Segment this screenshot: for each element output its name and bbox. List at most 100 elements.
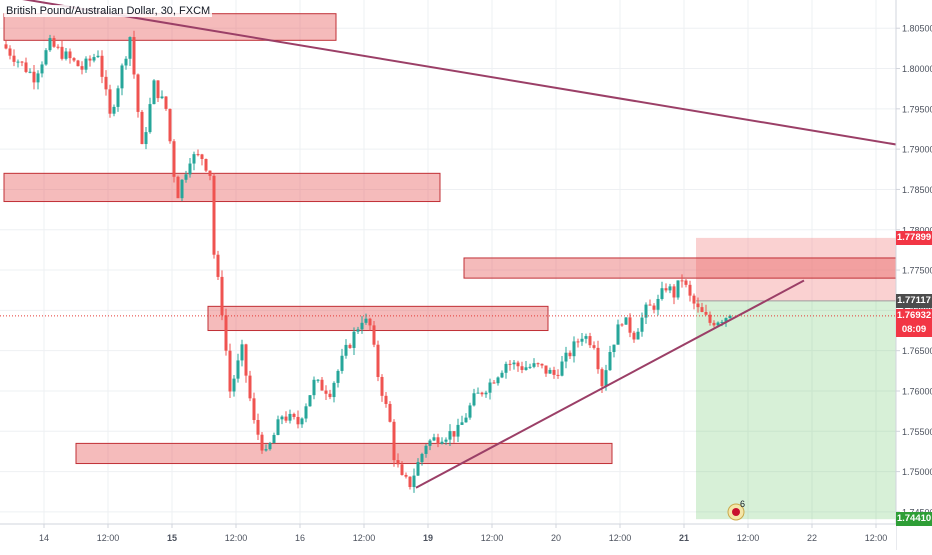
- candle-up: [360, 322, 364, 330]
- price-tick-label: 1.76000: [902, 386, 932, 396]
- candle-down: [4, 44, 8, 49]
- candle-down: [136, 74, 140, 112]
- candle-down: [396, 460, 400, 465]
- zone-rectangle[interactable]: [75, 442, 613, 465]
- candle-down: [80, 66, 84, 70]
- candle-up: [120, 65, 124, 89]
- candle-down: [520, 366, 524, 370]
- candle-down: [172, 141, 176, 177]
- time-axis[interactable]: 14 12:00 15 12:00 16 12:00 19 12:00 20 12:00 21 12:…: [0, 523, 896, 550]
- zone-rectangle[interactable]: [463, 257, 897, 279]
- candle-up: [584, 336, 588, 339]
- candle-down: [200, 154, 204, 160]
- candle-down: [224, 315, 228, 351]
- candle-down: [328, 393, 332, 398]
- price-tag-timer: 08:09: [896, 322, 932, 337]
- candle-down: [568, 352, 572, 357]
- flag-icon-center: [732, 508, 740, 516]
- candle-down: [256, 419, 260, 435]
- candle-down: [712, 322, 716, 326]
- price-tag-target: 1.74410: [896, 512, 932, 527]
- trendlines[interactable]: [4, 0, 925, 489]
- price-tag-stop: 1.77899: [896, 230, 932, 245]
- candle-down: [176, 176, 180, 199]
- price-tag-entry: 1.77117: [896, 293, 932, 308]
- price-tick-label: 1.80500: [902, 24, 932, 34]
- candle-up: [356, 329, 360, 332]
- candle-down: [248, 375, 252, 399]
- candle-up: [412, 475, 416, 487]
- price-axis-bg: [896, 0, 932, 550]
- candle-up: [344, 344, 348, 356]
- trendline[interactable]: [4, 0, 925, 151]
- candle-down: [648, 304, 652, 306]
- candle-down: [536, 363, 540, 365]
- symbol-title: British Pound/Australian Dollar, 30, FXC…: [4, 5, 213, 17]
- candle-down: [244, 344, 248, 376]
- candle-up: [720, 321, 724, 323]
- candle-up: [572, 341, 576, 357]
- zone-rectangle[interactable]: [207, 305, 549, 332]
- take-profit-zone[interactable]: [696, 300, 896, 520]
- price-tick-label: 1.75500: [902, 427, 932, 437]
- candle-up: [660, 288, 664, 299]
- candle-down: [516, 362, 520, 367]
- candle-down: [76, 60, 80, 67]
- price-tick-label: 1.78500: [902, 185, 932, 195]
- time-tick-label: 12:00: [353, 533, 376, 543]
- candle-up: [188, 163, 192, 175]
- candle-up: [616, 324, 620, 345]
- price-axis[interactable]: 1.80500 1.80000 1.79500 1.79000 1.78500 1.780…: [895, 0, 932, 550]
- zone-rectangle[interactable]: [3, 172, 441, 203]
- candle-up: [604, 370, 608, 387]
- candle-up: [128, 37, 132, 59]
- candle-down: [8, 48, 12, 56]
- candle-down: [140, 111, 144, 145]
- candle-up: [232, 378, 236, 392]
- candle-down: [688, 284, 692, 296]
- candle-down: [216, 254, 220, 277]
- zone-rectangles[interactable]: [3, 13, 897, 465]
- time-tick-label: 14: [39, 533, 49, 543]
- price-tick-label: 1.76500: [902, 346, 932, 356]
- candle-down: [52, 38, 56, 47]
- candle-up: [272, 434, 276, 444]
- event-marker[interactable]: 6: [727, 499, 745, 521]
- trendline[interactable]: [415, 279, 805, 489]
- position-tool[interactable]: [696, 237, 896, 520]
- candle-up: [432, 437, 436, 441]
- candle-down: [104, 76, 108, 90]
- candle-up: [84, 58, 88, 70]
- candle-up: [636, 331, 640, 340]
- candle-down: [72, 58, 76, 61]
- candle-up: [44, 50, 48, 65]
- candle-down: [376, 344, 380, 377]
- candle-up: [264, 449, 268, 451]
- time-tick-label: 12:00: [865, 533, 888, 543]
- candle-up: [280, 416, 284, 420]
- candle-up: [332, 382, 336, 398]
- price-tick-label: 1.79500: [902, 104, 932, 114]
- zone-rectangle[interactable]: [3, 13, 337, 41]
- time-tick-label: 12:00: [609, 533, 632, 543]
- candle-up: [728, 315, 732, 319]
- candle-down: [480, 392, 484, 395]
- price-tick-label: 1.77500: [902, 266, 932, 276]
- candle-down: [540, 363, 544, 366]
- candle-up: [40, 64, 44, 74]
- candle-down: [32, 71, 36, 83]
- candle-up: [608, 352, 612, 371]
- stop-loss-zone[interactable]: [696, 237, 896, 301]
- candle-up: [460, 422, 464, 425]
- candle-up: [308, 395, 312, 407]
- candle-down: [596, 347, 600, 370]
- candle-down: [108, 89, 112, 114]
- candle-down: [404, 474, 408, 477]
- candle-up: [528, 366, 532, 368]
- candle-up: [500, 372, 504, 378]
- candle-down: [68, 51, 72, 59]
- candle-down: [408, 476, 412, 487]
- candle-down: [600, 369, 604, 387]
